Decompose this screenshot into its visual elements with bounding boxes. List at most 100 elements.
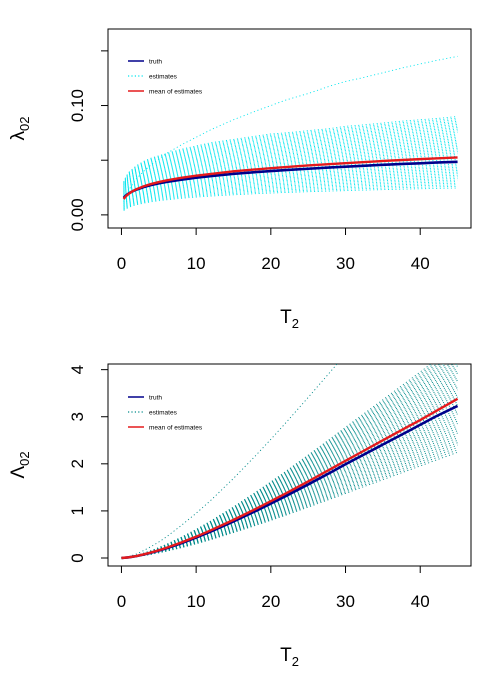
y-tick-label: 0.10 [68,89,87,122]
estimate-curve [121,437,458,559]
estimate-curve [121,423,458,559]
legend-label-mean: mean of estimates [149,88,203,95]
plot-frame [107,363,472,567]
estimate-curve [121,439,458,559]
estimate-curve [123,181,458,209]
estimate-curve [121,370,458,559]
estimate-curve [123,185,458,211]
estimate-curve [121,420,458,559]
estimate-curve [121,364,441,559]
estimate-curve [121,364,435,559]
legend-label-truth: truth [149,394,162,401]
x-axis: 0 10 20 30 40 [117,227,430,273]
estimate-curve [123,168,458,204]
estimate-curve [121,413,458,559]
estimate-curve [121,411,458,559]
estimate-curve-outlier [123,55,458,202]
estimate-curve [121,364,451,559]
x-tick-label: 30 [336,592,355,611]
estimate-curve [123,184,458,210]
x-tick-label: 20 [261,254,280,273]
legend-label-estimates: estimates [149,73,178,80]
estimate-curve [121,364,438,559]
estimate-curve [123,149,458,196]
estimate-curve [123,144,458,194]
estimate-curve [123,131,458,189]
estimate-curve [123,133,458,190]
estimate-curve [121,394,458,559]
x-tick-label: 10 [187,592,206,611]
y-tick-label: 2 [68,459,87,468]
y-axis-label: Λ02 [8,451,32,478]
legend: truth estimates mean of estimates [128,394,203,431]
estimate-curve [123,135,458,190]
x-tick-label: 30 [336,254,355,273]
estimate-curve [123,138,458,192]
estimate-curve [121,451,458,559]
estimate-curve [123,182,458,209]
estimate-curve [123,146,458,195]
x-tick-label: 0 [117,592,126,611]
estimate-curve [121,399,458,559]
estimate-curve [123,147,458,195]
estimate-curve [121,435,458,559]
estimate-curve [121,418,458,559]
x-tick-label: 40 [411,254,430,273]
estimate-curve [121,364,444,559]
series-layer [121,364,459,560]
x-axis-label: T2 [280,645,299,669]
legend-label-truth: truth [149,58,162,65]
estimate-curve [121,372,458,559]
estimate-curve [123,128,458,188]
legend: truth estimates mean of estimates [128,58,203,95]
estimate-curve [121,364,454,559]
cumulative-hazard-panel: 0 10 20 30 40 0 1 2 3 4 T2 Λ02 truth estimates m… [8,363,472,669]
y-tick-label: 3 [68,412,87,421]
estimate-curve [123,174,458,206]
estimate-curve [121,425,458,559]
estimate-curve [123,125,458,187]
estimate-curve [123,123,458,186]
y-axis: 0 1 2 3 4 [68,365,109,563]
estimate-curve [121,387,458,559]
y-tick-label: 1 [68,506,87,515]
x-tick-label: 0 [117,254,126,273]
x-axis-label: T2 [280,307,299,331]
x-tick-label: 40 [411,592,430,611]
estimate-curve-outlier [121,364,338,559]
y-tick-label: 0 [68,553,87,562]
estimate-curve [123,136,458,191]
y-axis-label: λ02 [8,117,32,141]
x-tick-label: 20 [261,592,280,611]
y-tick-label: 0.00 [68,198,87,231]
estimate-curve [121,377,458,559]
mean-of-estimates-line [121,397,459,560]
estimate-curve [123,127,458,187]
x-axis: 0 10 20 30 40 [117,565,430,611]
estimate-curve [121,449,458,559]
estimate-curve [123,166,458,203]
estimate-curve [123,176,458,207]
estimate-curve [121,365,458,559]
legend-label-estimates: estimates [149,409,178,416]
estimate-curve [121,391,458,559]
x-tick-label: 10 [187,254,206,273]
legend-label-mean: mean of estimates [149,424,203,431]
estimate-curve [123,179,458,208]
hazard-rate-panel: 0 10 20 30 40 0.00 0.10 T2 λ02 truth estimate… [8,28,472,331]
mean-of-estimates-line [122,156,458,200]
estimate-curve [123,116,458,183]
estimate-curve [123,187,458,211]
estimate-curve [123,173,458,206]
series-layer [122,55,458,211]
estimate-curve [123,165,458,202]
estimate-curve [121,367,458,559]
estimate-curve [121,427,458,559]
estimate-curve [121,389,458,559]
y-tick-label: 4 [68,365,87,374]
estimate-curve [123,170,458,204]
y-axis: 0.00 0.10 [68,50,109,231]
estimate-curve [121,364,458,559]
estimate-curve [123,130,458,188]
